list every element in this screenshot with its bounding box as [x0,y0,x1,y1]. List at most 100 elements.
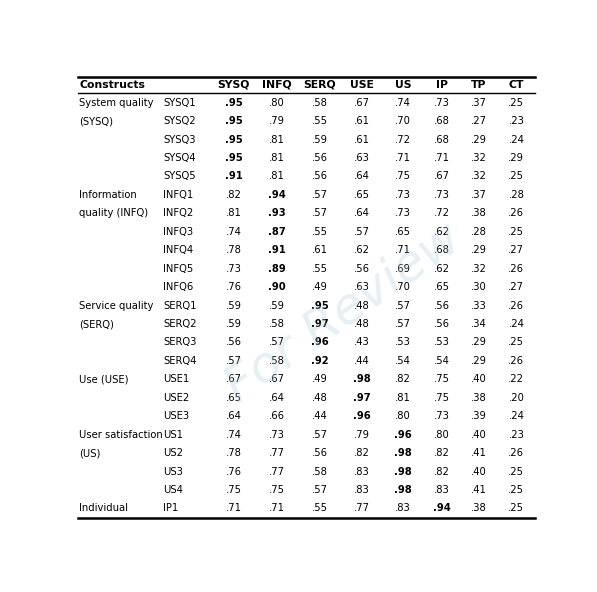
Text: .65: .65 [433,282,450,292]
Text: .68: .68 [434,116,450,126]
Text: .56: .56 [312,172,328,182]
Text: .77: .77 [354,503,370,513]
Text: .40: .40 [471,466,487,477]
Text: .65: .65 [395,227,411,237]
Text: .73: .73 [434,411,450,422]
Text: .29: .29 [471,337,487,348]
Text: .29: .29 [471,245,487,255]
Text: .73: .73 [434,190,450,200]
Text: .57: .57 [312,485,328,495]
Text: .75: .75 [433,374,450,384]
Text: .54: .54 [395,356,411,366]
Text: Service quality: Service quality [79,301,153,311]
Text: .73: .73 [395,190,411,200]
Text: .29: .29 [471,356,487,366]
Text: .68: .68 [434,134,450,144]
Text: .37: .37 [471,190,487,200]
Text: .49: .49 [312,374,328,384]
Text: SYSQ5: SYSQ5 [163,172,196,182]
Text: .26: .26 [508,356,524,366]
Text: .73: .73 [269,430,285,440]
Text: .67: .67 [433,172,450,182]
Text: .83: .83 [395,503,411,513]
Text: .70: .70 [395,116,411,126]
Text: .76: .76 [226,466,242,477]
Text: .95: .95 [224,116,242,126]
Text: .55: .55 [312,503,328,513]
Text: .55: .55 [312,116,328,126]
Text: .63: .63 [354,282,370,292]
Text: For Review: For Review [216,214,470,411]
Text: .26: .26 [508,301,524,311]
Text: .77: .77 [269,466,285,477]
Text: USE: USE [350,80,374,90]
Text: SYSQ: SYSQ [217,80,250,90]
Text: .80: .80 [269,98,284,108]
Text: .64: .64 [269,393,285,403]
Text: .77: .77 [269,448,285,458]
Text: SYSQ3: SYSQ3 [163,134,196,144]
Text: .61: .61 [354,134,370,144]
Text: .82: .82 [226,190,242,200]
Text: .83: .83 [434,485,450,495]
Text: Use (USE): Use (USE) [79,374,129,384]
Text: IP1: IP1 [163,503,179,513]
Text: .73: .73 [395,208,411,218]
Text: .38: .38 [471,503,487,513]
Text: .53: .53 [395,337,411,348]
Text: SERQ2: SERQ2 [163,319,196,329]
Text: INFQ2: INFQ2 [163,208,193,218]
Text: US4: US4 [163,485,183,495]
Text: .96: .96 [311,337,328,348]
Text: .83: .83 [354,485,370,495]
Text: .89: .89 [267,263,285,274]
Text: .25: .25 [508,172,524,182]
Text: .25: .25 [508,466,524,477]
Text: .80: .80 [395,411,411,422]
Text: .72: .72 [433,208,450,218]
Text: .22: .22 [508,374,524,384]
Text: .56: .56 [312,153,328,163]
Text: .72: .72 [395,134,411,144]
Text: .82: .82 [395,374,411,384]
Text: .59: .59 [269,301,285,311]
Text: .33: .33 [471,301,487,311]
Text: .48: .48 [354,319,370,329]
Text: .95: .95 [224,98,242,108]
Text: .91: .91 [267,245,285,255]
Text: .57: .57 [312,208,328,218]
Text: .93: .93 [268,208,285,218]
Text: Constructs: Constructs [79,80,145,90]
Text: .98: .98 [394,448,412,458]
Text: TP: TP [471,80,487,90]
Text: .70: .70 [395,282,411,292]
Text: .48: .48 [312,393,328,403]
Text: .82: .82 [434,466,450,477]
Text: .56: .56 [226,337,242,348]
Text: System quality: System quality [79,98,154,108]
Text: .25: .25 [508,337,524,348]
Text: .75: .75 [433,393,450,403]
Text: SYSQ4: SYSQ4 [163,153,196,163]
Text: .66: .66 [269,411,285,422]
Text: SYSQ2: SYSQ2 [163,116,196,126]
Text: US1: US1 [163,430,183,440]
Text: US2: US2 [163,448,183,458]
Text: .56: .56 [354,263,370,274]
Text: .25: .25 [508,98,524,108]
Text: .26: .26 [508,448,524,458]
Text: SERQ: SERQ [303,80,336,90]
Text: .73: .73 [226,263,242,274]
Text: .97: .97 [353,393,371,403]
Text: .40: .40 [471,374,487,384]
Text: .81: .81 [269,153,285,163]
Text: .57: .57 [312,190,328,200]
Text: .96: .96 [394,430,412,440]
Text: INFQ: INFQ [261,80,291,90]
Text: .59: .59 [312,134,328,144]
Text: .25: .25 [508,503,524,513]
Text: (SERQ): (SERQ) [79,319,114,329]
Text: .27: .27 [471,116,487,126]
Text: .98: .98 [394,485,412,495]
Text: .67: .67 [269,374,285,384]
